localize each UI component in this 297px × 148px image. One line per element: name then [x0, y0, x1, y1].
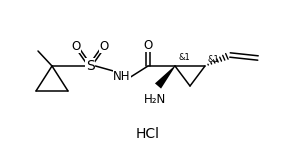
Text: O: O [143, 38, 153, 52]
Text: O: O [71, 40, 80, 53]
Text: &1: &1 [178, 53, 190, 62]
Text: &1: &1 [207, 55, 219, 64]
Text: S: S [86, 59, 94, 73]
Text: HCl: HCl [136, 127, 160, 141]
Text: H₂N: H₂N [144, 93, 166, 106]
Text: NH: NH [113, 70, 131, 82]
Text: O: O [99, 40, 109, 53]
Polygon shape [155, 66, 175, 89]
